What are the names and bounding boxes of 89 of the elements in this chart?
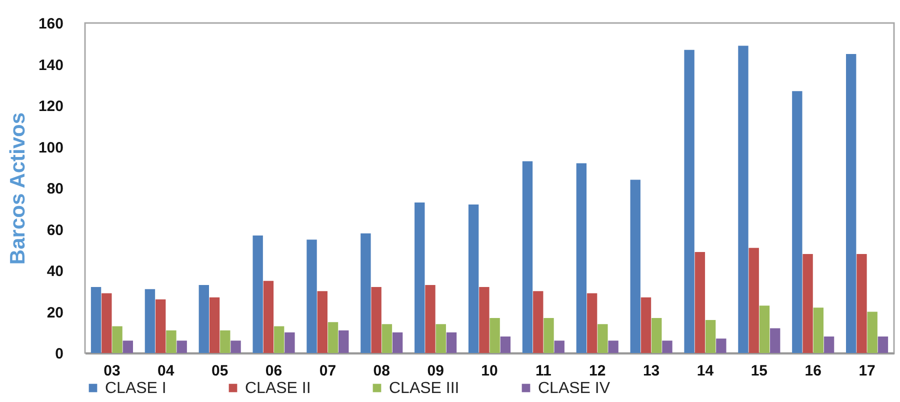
bar — [166, 330, 176, 353]
y-tick-label: 140 — [38, 56, 64, 74]
bar — [533, 291, 544, 353]
bar — [824, 336, 834, 353]
bar — [544, 318, 554, 353]
bar — [792, 91, 802, 353]
legend-label: CLASE IV — [538, 380, 610, 397]
bar — [284, 332, 295, 353]
x-tick-label: 07 — [319, 362, 336, 380]
x-tick-label: 13 — [642, 362, 660, 380]
y-tick-label: 0 — [55, 346, 64, 362]
bar — [230, 340, 241, 353]
x-tick-label: 17 — [858, 362, 876, 380]
bar — [436, 324, 446, 353]
bar — [263, 280, 274, 353]
bar — [759, 306, 770, 353]
bar — [371, 287, 382, 353]
bar — [392, 332, 403, 353]
x-tick-label: 06 — [265, 362, 282, 380]
bar — [813, 308, 824, 353]
bar — [586, 293, 598, 353]
x-tick-label: 03 — [104, 362, 120, 380]
y-tick-label: 20 — [46, 304, 64, 322]
bar — [382, 324, 392, 353]
bar — [220, 330, 230, 353]
x-tick-label: 14 — [696, 362, 714, 380]
x-tick-label: 04 — [158, 362, 175, 380]
bar — [522, 161, 533, 353]
y-tick-label: 160 — [38, 16, 64, 32]
bar — [608, 340, 618, 353]
legend-label: CLASE I — [105, 380, 166, 397]
bar — [630, 180, 640, 353]
legend-label: CLASE II — [245, 380, 311, 397]
bar — [846, 54, 856, 353]
bar — [317, 291, 328, 353]
bar — [176, 340, 187, 353]
x-tick-label: 05 — [211, 362, 228, 380]
bar — [144, 289, 156, 353]
bar — [252, 235, 263, 353]
bar — [500, 336, 511, 353]
y-tick-label: 40 — [46, 263, 64, 280]
bar — [770, 328, 780, 353]
bar — [209, 297, 220, 353]
bar — [360, 233, 371, 353]
x-tick-label: 09 — [427, 362, 444, 380]
y-tick-label: 100 — [38, 139, 64, 156]
bar — [102, 293, 112, 353]
bar — [748, 248, 759, 353]
bar — [856, 254, 867, 353]
bar — [867, 312, 878, 353]
bar — [738, 46, 748, 353]
bar — [446, 332, 457, 353]
bar — [652, 318, 662, 353]
y-tick-label: 60 — [46, 222, 64, 239]
y-tick-label: 120 — [38, 98, 64, 115]
bar — [328, 322, 338, 353]
bar — [576, 163, 587, 353]
legend-label: CLASE III — [389, 380, 460, 397]
bar — [414, 202, 425, 353]
bar — [705, 320, 716, 353]
bar — [155, 299, 166, 353]
bar — [802, 254, 813, 353]
bar — [490, 318, 500, 353]
bar — [598, 324, 608, 353]
bar — [112, 326, 122, 353]
x-tick-label: 15 — [750, 362, 768, 380]
bar — [90, 287, 102, 353]
bar — [425, 284, 436, 353]
bar — [694, 252, 706, 353]
bar — [122, 340, 133, 353]
x-tick-label: 11 — [536, 362, 552, 380]
bar — [468, 204, 479, 353]
bar — [274, 326, 284, 353]
bar — [716, 338, 726, 353]
bar — [684, 50, 694, 353]
bar — [554, 340, 564, 353]
bar — [338, 330, 349, 353]
x-tick-label: 16 — [804, 362, 822, 380]
x-tick-label: 10 — [481, 362, 498, 380]
bar — [198, 284, 209, 353]
bar — [640, 297, 652, 353]
y-axis-title: Barcos Activos — [6, 112, 30, 265]
y-tick-label: 80 — [46, 180, 64, 198]
bar — [479, 287, 490, 353]
bar — [662, 340, 672, 353]
x-tick-label: 08 — [373, 362, 390, 380]
x-tick-label: 12 — [589, 362, 606, 380]
bar — [878, 336, 888, 353]
bar — [306, 240, 317, 353]
